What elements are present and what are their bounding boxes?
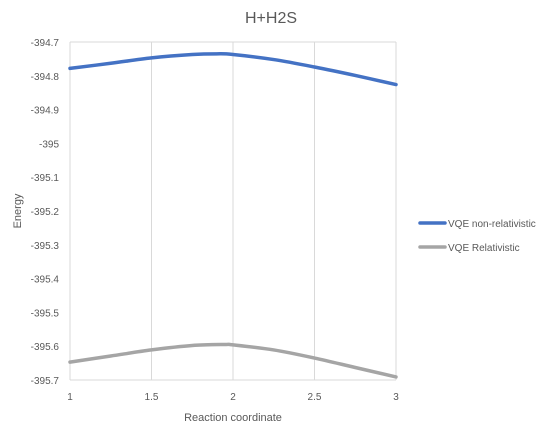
y-tick-label: -394.7 [31,38,60,49]
series-lines [68,52,398,379]
gridlines [69,41,397,381]
x-tick-label: 2.5 [308,392,322,403]
x-tick-label: 1 [67,392,73,403]
y-tick-label: -395 [39,139,59,150]
y-tick-label: -395.2 [31,207,60,218]
y-tick-label: -395.7 [31,376,60,387]
x-tick-label: 2 [230,392,236,403]
chart-title: H+H2S [245,10,297,27]
y-tick-label: -394.9 [31,106,60,117]
x-tick-label: 1.5 [145,392,159,403]
legend-label: VQE non-relativistic [448,219,536,230]
y-tick-label: -395.4 [31,275,60,286]
y-axis-title: Energy [12,193,24,228]
series-line-2 [68,342,398,379]
x-axis-title: Reaction coordinate [184,412,282,424]
y-tick-label: -395.6 [31,342,60,353]
x-axis-ticks: 1 1.5 2 2.5 3 [67,392,399,403]
legend-label: VQE Relativistic [448,243,520,254]
x-tick-label: 3 [393,392,399,403]
y-tick-label: -394.8 [31,72,60,83]
y-tick-label: -395.3 [31,241,60,252]
y-tick-label: -395.1 [31,173,60,184]
y-tick-label: -395.5 [31,308,60,319]
y-axis-ticks: -394.7 -394.8 -394.9 -395 -395.1 -395.2 -395.3… [31,38,60,387]
legend: VQE non-relativistic VQE Relativistic [418,219,536,254]
series-line-1 [68,52,398,87]
